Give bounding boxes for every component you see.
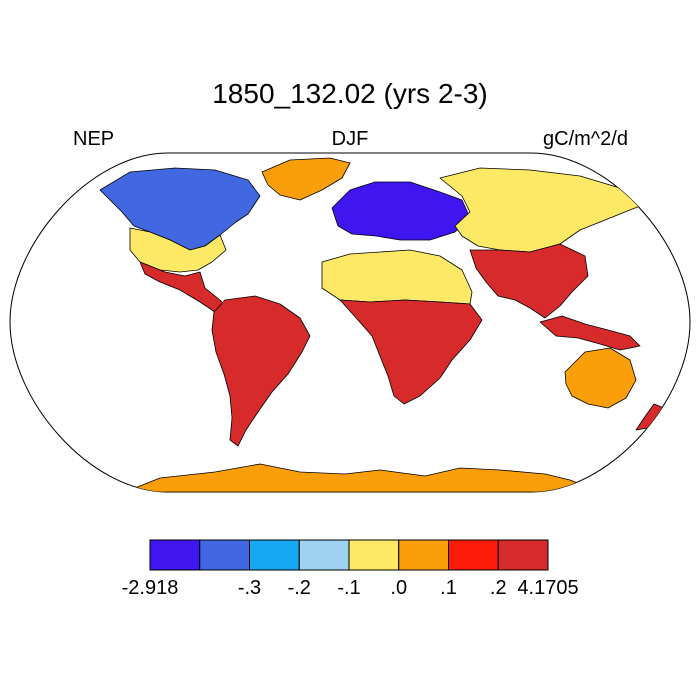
colorbar-tick-label: -2.918 [122,577,179,599]
region-canada-arctic [99,167,261,251]
colorbar-tick-label: .2 [490,577,507,599]
colorbar-swatch [298,539,350,571]
region-greenland [261,157,351,201]
region-indonesia [539,315,641,351]
region-australia [564,347,637,409]
colorbar-swatch [398,539,449,571]
plot-title: 1850_132.02 (yrs 2-3) [212,78,488,109]
colorbar-swatch [348,539,400,571]
colorbar-swatch [448,539,499,571]
region-south-america [211,295,311,447]
units-label: gC/m^2/d [543,128,628,150]
region-antarctica [124,463,601,492]
region-south-asia [469,243,589,319]
colorbar-tick-label: -.2 [288,577,311,599]
colorbar-tick-label: .1 [440,577,457,599]
colorbar-tick-label: .0 [390,577,407,599]
season-label: DJF [331,128,369,150]
variable-label: NEP [73,128,115,150]
region-sub-saharan-africa [339,299,483,405]
colorbar-swatch [249,539,300,571]
colorbar-swatch [497,539,549,571]
colorbar-tick-label: -.3 [238,577,261,599]
colorbar-swatch [199,539,250,571]
colorbar-tick-label: -.1 [337,577,360,599]
colorbar-swatch [149,539,201,571]
colorbar-tick-label: 4.1705 [517,577,578,599]
